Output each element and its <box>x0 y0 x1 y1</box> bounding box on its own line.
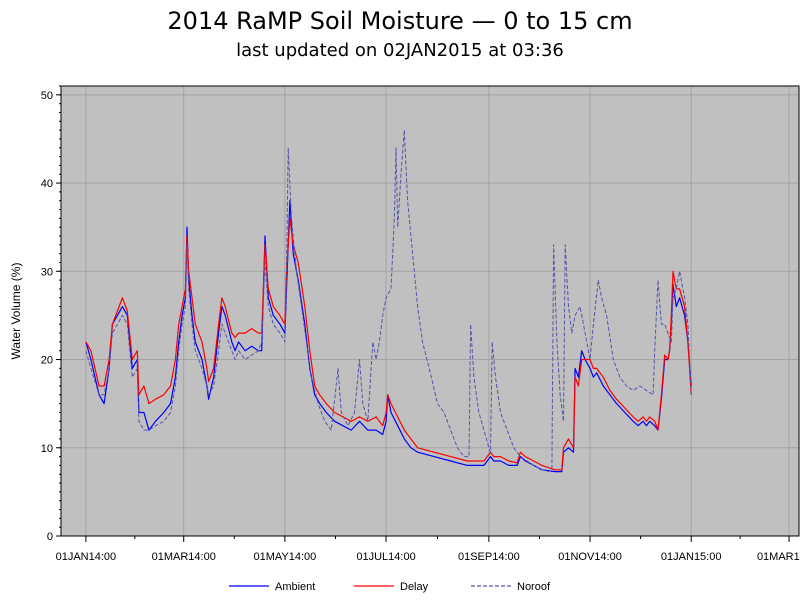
x-tick-label: 01JAN14:00 <box>56 551 117 563</box>
axes: 0 10 20 30 40 50 01JAN14:00 01MAR14:00 01MAY14:0… <box>41 85 800 563</box>
y-tick-label: 50 <box>41 90 53 102</box>
legend-label-ambient: Ambient <box>275 581 315 593</box>
y-tick-label: 30 <box>41 266 53 278</box>
series-line-ambient <box>85 200 692 473</box>
chart-title: 2014 RaMP Soil Moisture — 0 to 15 cm <box>167 7 632 35</box>
x-tick-label: 01JUL14:00 <box>356 551 415 563</box>
chart-subtitle: last updated on 02JAN2015 at 03:36 <box>236 40 564 61</box>
y-axis-label: Water Volume (%) <box>9 263 23 360</box>
y-tick-label: 0 <box>47 531 53 543</box>
x-tick-label: 01JAN15:00 <box>661 551 722 563</box>
y-tick-label: 40 <box>41 178 53 190</box>
x-tick-label: 01MAR15:00 <box>757 551 800 563</box>
x-tick-label: 01SEP14:00 <box>458 551 520 563</box>
legend-label-delay: Delay <box>400 581 429 593</box>
plot-area <box>61 86 799 536</box>
legend-label-noroof: Noroof <box>517 581 551 593</box>
y-tick-label: 10 <box>41 443 53 455</box>
x-tick-label: 01MAR14:00 <box>152 551 216 563</box>
gridlines <box>61 86 799 537</box>
series-line-noroof <box>85 129 692 473</box>
series-lines <box>85 129 692 473</box>
plot-frame <box>60 85 800 537</box>
legend: Ambient Delay Noroof <box>229 581 551 593</box>
x-tick-label: 01NOV14:00 <box>558 551 622 563</box>
x-tick-label: 01MAY14:00 <box>253 551 316 563</box>
y-tick-label: 20 <box>41 355 53 367</box>
